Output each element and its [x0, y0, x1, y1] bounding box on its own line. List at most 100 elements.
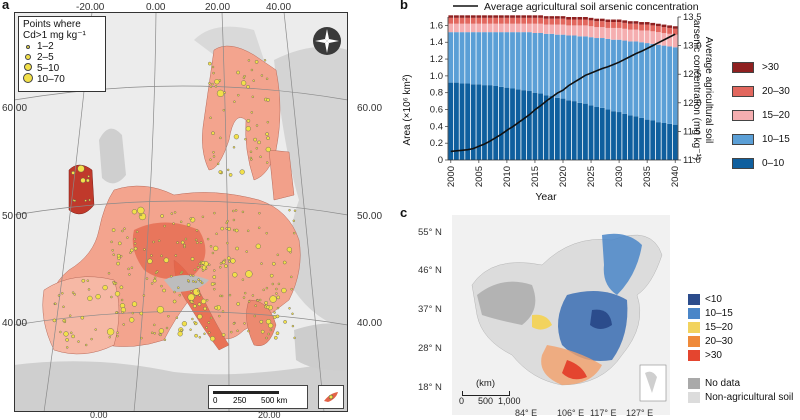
eu-scandinavia — [202, 45, 281, 181]
y-tick-label: 0.4 — [430, 121, 443, 132]
cadmium-point — [135, 230, 139, 234]
cadmium-point — [216, 89, 225, 98]
cadmium-point — [250, 68, 254, 72]
cadmium-point — [116, 331, 119, 334]
middle-east-land — [294, 323, 348, 371]
cadmium-point — [203, 306, 207, 311]
cadmium-point — [219, 136, 222, 140]
cadmium-point — [230, 330, 233, 334]
europe-map — [14, 12, 348, 412]
cadmium-point — [220, 226, 224, 231]
cadmium-point — [249, 150, 253, 154]
cadmium-point — [189, 290, 193, 293]
cadmium-point — [235, 246, 239, 251]
graticule — [14, 12, 348, 412]
x-tick-label: 2020 — [558, 166, 569, 187]
cadmium-point — [247, 59, 251, 62]
cadmium-point — [218, 79, 222, 82]
bar-segment — [554, 34, 560, 98]
cadmium-point — [293, 336, 296, 340]
bar-segment — [538, 32, 543, 94]
cadmium-point — [232, 228, 236, 232]
cadmium-point — [116, 261, 120, 266]
bar-segment — [566, 35, 572, 101]
cadmium-point — [255, 147, 259, 150]
bar-segment — [515, 17, 521, 24]
bar-segment — [588, 105, 594, 160]
bar-segment — [510, 15, 515, 18]
cadmium-point — [139, 311, 144, 316]
x-tick-label: 2015 — [530, 166, 541, 187]
inset-land — [645, 371, 657, 393]
cadmium-point — [131, 209, 138, 215]
china-no-data — [477, 281, 536, 325]
y-tick-label: 1.6 — [430, 20, 443, 31]
legend-swatch — [688, 349, 700, 361]
lat-28: 28° N — [418, 343, 442, 354]
cadmium-point — [283, 320, 287, 324]
cadmium-point — [264, 300, 268, 305]
bar-segment — [515, 23, 521, 33]
cadmium-point — [110, 295, 113, 299]
cadmium-point — [198, 294, 201, 297]
cadmium-point — [173, 290, 176, 294]
chart-legend-item: >30 — [732, 55, 790, 79]
cadmium-point — [208, 263, 211, 266]
cadmium-point — [95, 294, 101, 300]
cadmium-point — [180, 270, 184, 274]
bar-segment — [515, 89, 521, 160]
cadmium-point — [260, 329, 265, 334]
cadmium-point — [273, 311, 276, 314]
bar-segment — [627, 23, 633, 30]
bar-segment — [661, 27, 667, 33]
bar-segment — [571, 19, 577, 26]
cadmium-point — [256, 299, 260, 302]
bar-segment — [532, 92, 538, 160]
cadmium-point — [212, 71, 215, 75]
bar-segment — [611, 19, 616, 23]
cadmium-point — [77, 165, 85, 173]
cadmium-point — [170, 212, 174, 215]
cadmium-point — [214, 305, 218, 310]
cadmium-point — [112, 281, 115, 284]
bar-segment — [577, 36, 583, 103]
bar-segment — [667, 27, 672, 34]
cadmium-point — [154, 271, 158, 274]
x-tick-label: 2000 — [446, 166, 457, 187]
bar-segment — [627, 21, 633, 24]
cadmium-point — [243, 291, 247, 295]
bar-segment — [622, 22, 628, 29]
y-tick-label: 1.0 — [430, 71, 443, 82]
cadmium-point — [57, 294, 61, 297]
lon-117: 117° E — [590, 408, 617, 418]
bar-segment — [493, 15, 499, 18]
bar-segment — [470, 17, 476, 24]
bar-segment — [622, 20, 628, 23]
cadmium-point — [208, 331, 211, 334]
bar-segment — [655, 122, 661, 160]
bar-segment — [554, 97, 560, 160]
uk-grey — [99, 128, 126, 184]
cadmium-point — [290, 288, 293, 291]
cadmium-point — [71, 171, 75, 175]
cadmium-point — [167, 315, 170, 318]
cadmium-point — [116, 334, 119, 338]
legend-swatch — [688, 321, 700, 333]
chart-legend-item: 10–15 — [732, 127, 790, 151]
cadmium-point — [52, 318, 57, 323]
bar-segment — [465, 32, 471, 84]
bar-segment — [510, 32, 515, 89]
lat-left-40: 40.00 — [2, 318, 28, 329]
bar-segment — [549, 33, 555, 97]
chart-title: Average agricultural soil arsenic concen… — [484, 1, 699, 13]
cadmium-point — [186, 223, 191, 227]
cadmium-point — [179, 220, 183, 224]
lon-84: 84° E — [515, 408, 538, 418]
cadmium-point — [206, 237, 210, 241]
bar-segment — [510, 88, 515, 160]
cadmium-point — [253, 137, 257, 142]
cadmium-point — [177, 286, 180, 289]
map-a-legend: Points where Cd>1 mg kg⁻¹ 1–2 2–5 5–10 1… — [18, 16, 106, 92]
bar-segment — [588, 37, 594, 106]
bar-segment — [661, 24, 667, 28]
